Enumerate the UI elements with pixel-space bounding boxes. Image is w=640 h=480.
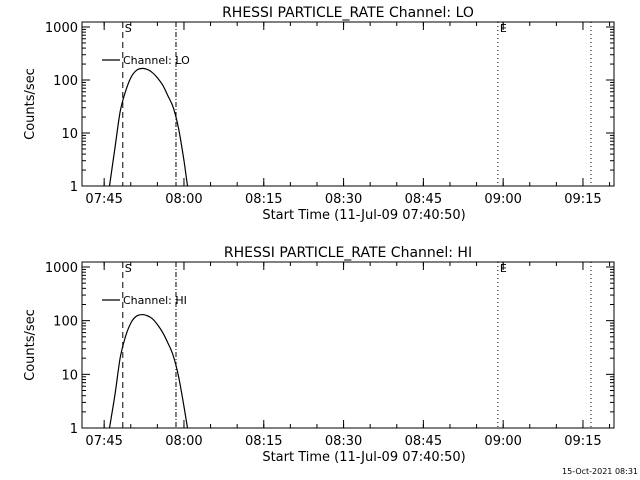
x-tick-label: 08:00	[165, 192, 202, 207]
y-tick-label: 1	[70, 422, 78, 437]
y-tick-label: 1000	[45, 261, 78, 276]
x-tick-label: 08:15	[245, 434, 282, 449]
legend-label: Channel: LO	[123, 54, 190, 67]
panel-hi: RHESSI PARTICLE_RATE Channel: HI Start Ti…	[23, 245, 615, 465]
series-line	[108, 313, 189, 429]
x-tick-label: 08:45	[405, 434, 442, 449]
chart-title: RHESSI PARTICLE_RATE Channel: HI	[224, 245, 472, 261]
legend-label: Channel: HI	[123, 294, 187, 307]
marker-label: S	[125, 22, 132, 35]
x-axis-label: Start Time (11-Jul-09 07:40:50)	[262, 208, 465, 223]
series-line	[108, 67, 189, 187]
panel-lo: RHESSI PARTICLE_RATE Channel: LO Start Ti…	[23, 5, 615, 223]
y-tick-label: 10	[61, 127, 78, 142]
x-tick-label: 09:00	[484, 434, 521, 449]
x-tick-label: 08:00	[165, 434, 202, 449]
x-tick-label: 08:30	[325, 192, 362, 207]
marker-label: E	[500, 262, 507, 275]
marker-label: E	[500, 22, 507, 35]
y-tick-label: 10	[61, 368, 78, 383]
y-axis-label: Counts/sec	[23, 309, 38, 381]
y-axis-label: Counts/sec	[23, 68, 38, 140]
y-tick-label: 100	[53, 315, 78, 330]
x-axis-label: Start Time (11-Jul-09 07:40:50)	[262, 450, 465, 465]
plot-frame	[81, 261, 615, 429]
x-tick-label: 07:45	[85, 434, 122, 449]
x-tick-label: 08:45	[405, 192, 442, 207]
y-tick-label: 1	[70, 180, 78, 195]
x-tick-label: 08:15	[245, 192, 282, 207]
footer-timestamp: 15-Oct-2021 08:31	[562, 467, 638, 476]
y-tick-label: 1000	[45, 21, 78, 36]
chart-title: RHESSI PARTICLE_RATE Channel: LO	[222, 5, 474, 21]
x-tick-label: 07:45	[85, 192, 122, 207]
plot-frame	[81, 21, 615, 187]
x-tick-label: 09:00	[484, 192, 521, 207]
x-tick-label: 09:15	[564, 434, 601, 449]
y-tick-label: 100	[53, 74, 78, 89]
x-tick-label: 08:30	[325, 434, 362, 449]
x-tick-label: 09:15	[564, 192, 601, 207]
marker-label: S	[125, 262, 132, 275]
